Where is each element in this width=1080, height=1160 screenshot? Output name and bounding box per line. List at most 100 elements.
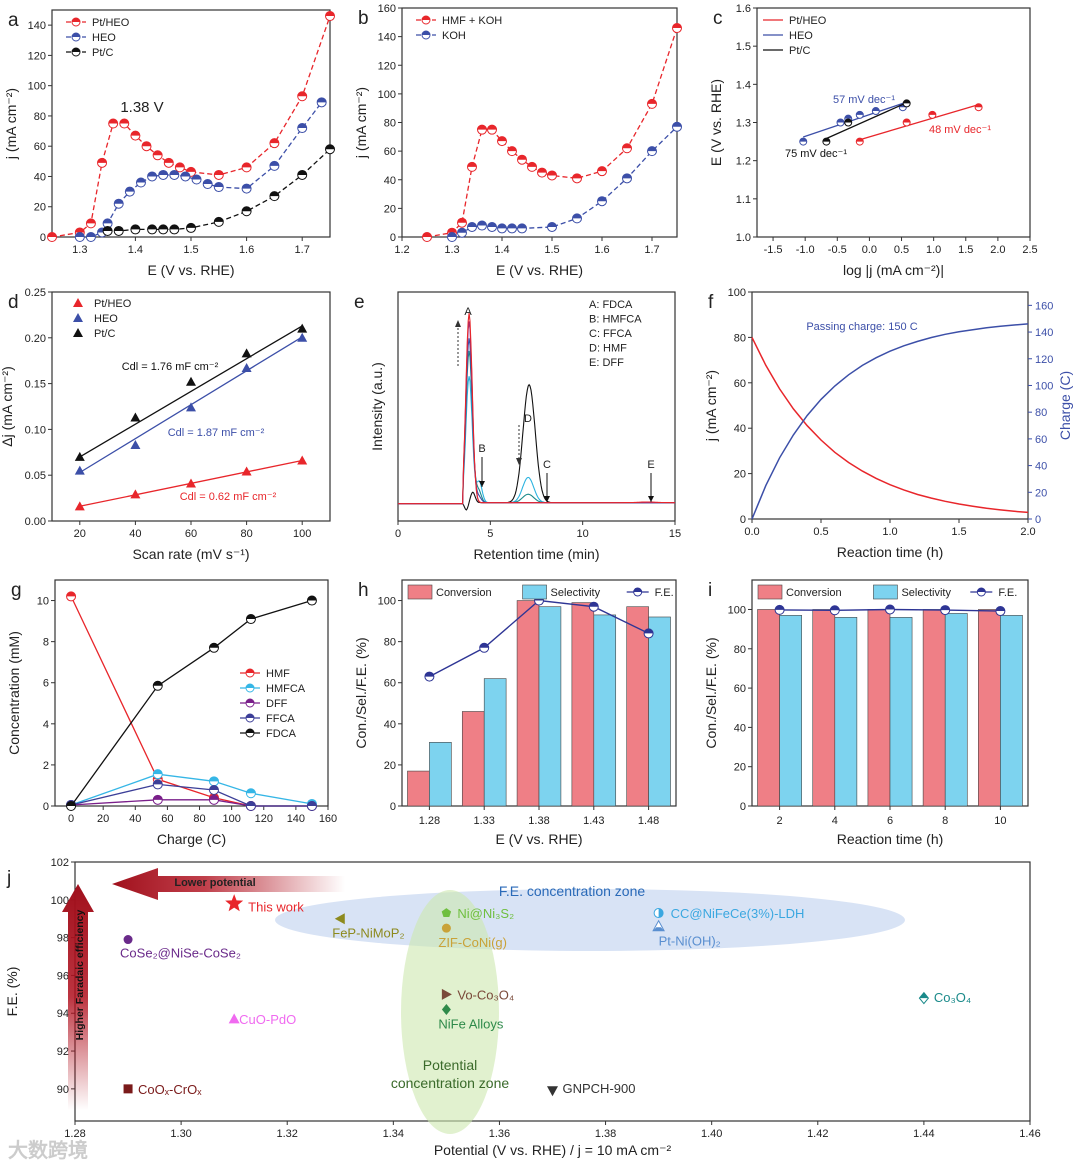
x-tick-label: 1.28 [64, 1128, 85, 1140]
point-label: Pt-Ni(OH)₂ [659, 933, 721, 948]
x-axis-title: E (V vs. RHE) [496, 262, 583, 278]
data-point-marker [66, 591, 77, 602]
y-tick-label: 60 [734, 378, 746, 390]
literature-point: CC@NiFeCe(3%)-LDH [653, 906, 804, 921]
data-point-marker [297, 91, 308, 102]
x-axis-title: E (V vs. RHE) [495, 831, 582, 847]
data-point-marker [73, 328, 83, 337]
x-tick-label: 0.0 [862, 244, 877, 256]
data-point-marker [799, 137, 808, 146]
peak-label: D [524, 413, 532, 425]
y-right-tick-label: 0 [1035, 514, 1041, 526]
y-tick-label: 90 [57, 1084, 69, 1096]
y-tick-label: 80 [734, 644, 746, 656]
y-axis-title: j (mA cm⁻²) [703, 370, 719, 442]
peak-legend-item: D: HMF [589, 343, 627, 355]
y-tick-label: 0 [740, 514, 746, 526]
x-tick-label: 0 [395, 528, 401, 540]
legend-entry: Pt/HEO [763, 15, 827, 27]
panel-label: f [708, 292, 714, 313]
series-heo [799, 102, 907, 146]
y-right-tick-label: 80 [1035, 407, 1047, 419]
data-point-marker [135, 177, 146, 188]
chromatogram-trace [398, 383, 675, 511]
legend-label: Selectivity [551, 587, 601, 599]
x-tick-label: 1.38 [595, 1128, 616, 1140]
data-point-marker [245, 683, 255, 693]
higher-fe-label: Higher Faradaic efficiency [74, 909, 86, 1040]
data-point-marker [208, 642, 219, 653]
data-point-marker [213, 216, 224, 227]
legend-label: HMFCA [266, 683, 306, 695]
cdl-heo: Cdl = 1.87 mF cm⁻² [168, 427, 265, 439]
data-point-marker [228, 1013, 240, 1024]
data-point-marker [306, 595, 317, 606]
y-right-tick-label: 160 [1035, 300, 1053, 312]
legend-label: Selectivity [901, 587, 951, 599]
legend-label: HMF [266, 668, 290, 680]
y-tick-label: 1.1 [736, 194, 751, 206]
peak-legend-item: E: DFF [589, 357, 624, 369]
arrow-head-icon [516, 458, 522, 465]
bar-selectivity [834, 617, 858, 807]
plot-frame [397, 291, 676, 522]
data-point-marker [85, 218, 96, 229]
data-point-marker [269, 160, 280, 171]
x-tick-label: 0 [68, 813, 74, 825]
x-axis-title: Charge (C) [157, 831, 226, 847]
y-axis-title: Intensity (a.u.) [369, 362, 385, 451]
data-point-marker [74, 232, 85, 242]
data-point-marker [974, 103, 983, 112]
series-pt-heo [47, 11, 335, 242]
data-point-marker [191, 174, 202, 185]
data-point-marker [163, 157, 174, 168]
data-point-marker [517, 154, 527, 165]
plot-frame [756, 7, 1031, 238]
y-tick-label: 92 [57, 1046, 69, 1058]
x-tick-label: 1.32 [277, 1128, 298, 1140]
y-tick-label: 60 [384, 146, 396, 158]
y-tick-label: 0 [43, 801, 49, 813]
chromatogram-trace [398, 350, 675, 505]
data-point-marker [421, 30, 431, 40]
data-point-marker [325, 144, 335, 155]
fe-zone-label: F.E. concentration zone [499, 883, 646, 899]
x-tick-label: 1.5 [951, 526, 966, 538]
data-point-marker [547, 1086, 558, 1097]
y-axis-title: F.E. (%) [4, 967, 20, 1017]
plot-frame [54, 579, 329, 807]
point-label: This work [248, 900, 304, 915]
data-point-marker [653, 908, 664, 919]
data-point-marker [597, 196, 607, 207]
y-tick-label: 1.4 [736, 79, 751, 91]
cdl-pt-heo: Cdl = 0.62 mF cm⁻² [180, 491, 277, 503]
chromatogram-trace [398, 338, 675, 505]
x-tick-label: 1.30 [170, 1128, 191, 1140]
y-tick-label: 1.0 [736, 232, 751, 244]
data-point-marker [507, 223, 517, 234]
y-right-tick-label: 100 [1035, 380, 1053, 392]
x-category-label: 1.48 [638, 815, 659, 827]
y-tick-label: 140 [378, 32, 396, 44]
data-point-marker [213, 182, 224, 193]
point-label: CoSe₂@NiSe-CoSe₂ [120, 946, 241, 961]
peak-legend-item: C: FFCA [589, 328, 632, 340]
y-tick-label: 0 [740, 801, 746, 813]
legend-entry: HMFCA [240, 683, 306, 695]
data-point-marker [169, 169, 180, 180]
data-point-marker [186, 478, 196, 488]
potential-concentration-zone [401, 890, 499, 1134]
y-right-tick-label: 20 [1035, 487, 1047, 499]
x-tick-label: 20 [97, 813, 109, 825]
series-line [426, 27, 678, 238]
bar-selectivity [648, 616, 671, 807]
legend-entry: FFCA [240, 713, 295, 725]
panel-label: b [358, 8, 369, 29]
data-point-marker [152, 680, 163, 691]
y-tick-label: 10 [37, 596, 49, 608]
tafel-slope-heo: 57 mV dec⁻¹ [833, 94, 895, 106]
x-tick-label: 15 [669, 528, 681, 540]
y-tick-label: 0.25 [25, 287, 46, 299]
data-point-marker [995, 606, 1006, 617]
data-point-marker [467, 221, 477, 232]
